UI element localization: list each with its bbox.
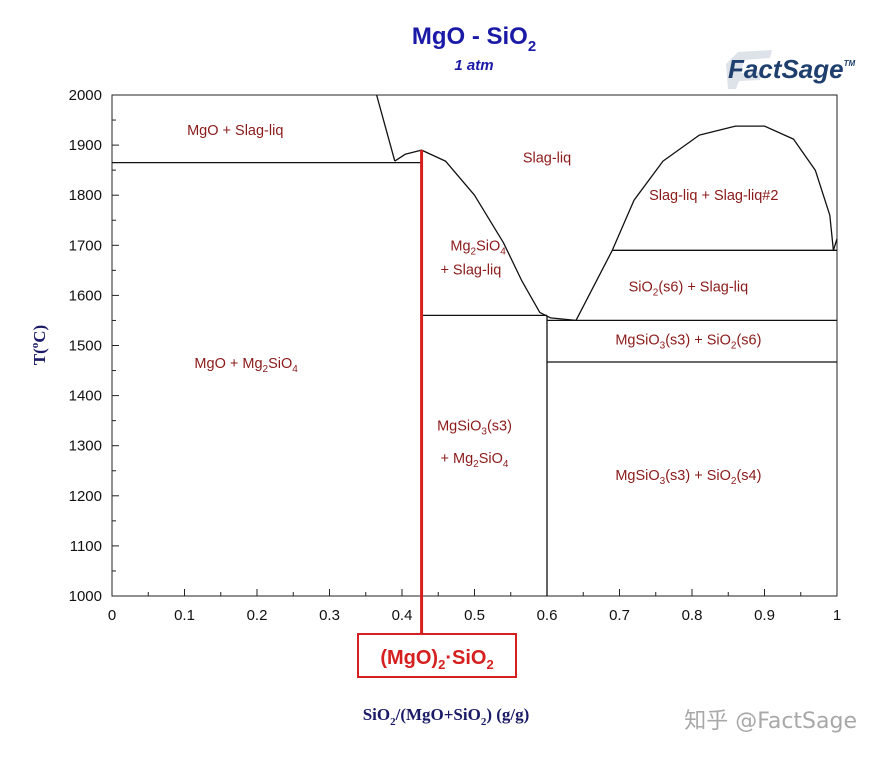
- region-label: + Mg2SiO4: [441, 451, 509, 470]
- tick-labels: 0 0.1 0.2 0.3 0.4 0.5 0.6 0.7 0.8 0.9 1 1000 1100 120…: [69, 87, 842, 624]
- region-label: MgO + Slag-liq: [187, 123, 283, 139]
- region-labels: MgO + Slag-liq Slag-liq Slag-liq + Slag-li…: [187, 123, 778, 487]
- y-tick-label: 1400: [69, 388, 102, 405]
- region-label: Slag-liq + Slag-liq#2: [649, 188, 778, 204]
- region-label: Slag-liq: [523, 151, 571, 167]
- x-tick-label: 0.6: [537, 607, 558, 624]
- y-tick-label: 1500: [69, 338, 102, 355]
- x-tick-label: 0.7: [609, 607, 630, 624]
- y-tick-label: 1200: [69, 488, 102, 505]
- compound-label: (MgO)2·SiO2: [380, 647, 493, 672]
- chart-title: MgO - SiO2: [412, 23, 536, 55]
- x-tick-label: 0.1: [174, 607, 195, 624]
- factsage-logo: FactSageTM: [726, 50, 855, 89]
- x-tick-label: 0.3: [319, 607, 340, 624]
- y-tick-label: 1000: [69, 588, 102, 605]
- phase-boundaries: [112, 94, 838, 596]
- y-tick-label: 1800: [69, 187, 102, 204]
- y-axis-label: T(oC): [29, 325, 49, 365]
- x-axis-label: SiO2/(MgO+SiO2) (g/g): [363, 705, 530, 728]
- x-tick-label: 0.8: [682, 607, 703, 624]
- x-tick-label: 0: [108, 607, 116, 624]
- chart-title-subscript: 2: [528, 38, 536, 55]
- region-label: + Slag-liq: [440, 262, 501, 278]
- phase-boundary: [375, 94, 396, 162]
- region-label: Mg2SiO4: [450, 238, 506, 257]
- phase-boundary: [611, 125, 835, 251]
- region-label: MgSiO3(s3) + SiO2(s4): [615, 468, 761, 487]
- logo-mark: TM: [844, 59, 856, 68]
- y-tick-label: 2000: [69, 87, 102, 104]
- svg-text:FactSageTM: FactSageTM: [728, 54, 855, 84]
- x-tick-label: 0.4: [392, 607, 413, 624]
- region-label: MgO + Mg2SiO4: [194, 356, 298, 375]
- x-tick-label: 0.9: [754, 607, 775, 624]
- x-tick-label: 0.5: [464, 607, 485, 624]
- logo-text: FactSage: [728, 54, 844, 84]
- region-label: MgSiO3(s3) + SiO2(s6): [615, 332, 761, 351]
- region-label: SiO2(s6) + Slag-liq: [629, 279, 749, 298]
- y-tick-label: 1600: [69, 287, 102, 304]
- y-tick-label: 1900: [69, 137, 102, 154]
- y-tick-label: 1100: [70, 538, 102, 555]
- x-tick-label: 1: [833, 607, 841, 624]
- region-label: MgSiO3(s3): [437, 419, 512, 438]
- y-tick-label: 1700: [69, 237, 102, 254]
- x-tick-label: 0.2: [247, 607, 268, 624]
- phase-boundary: [832, 238, 838, 251]
- compound-label-box: [357, 633, 517, 678]
- y-tick-label: 1300: [69, 438, 102, 455]
- chart-subtitle: 1 atm: [454, 57, 493, 74]
- phase-boundary: [575, 250, 613, 321]
- watermark: 知乎 @FactSage: [684, 709, 857, 734]
